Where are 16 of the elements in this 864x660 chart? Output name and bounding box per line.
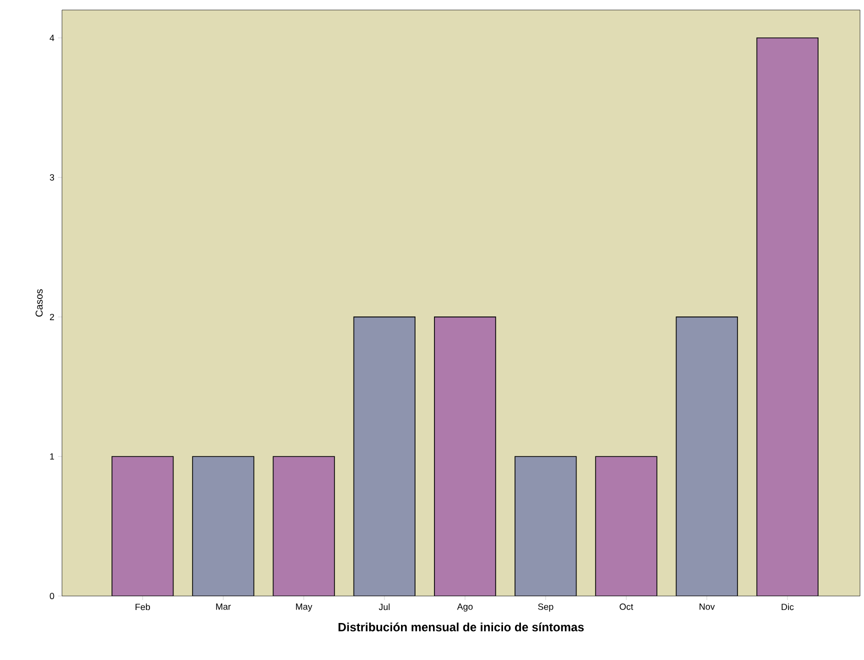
- x-tick-label: May: [296, 604, 312, 612]
- y-tick-label: 3: [50, 174, 54, 181]
- x-tick-label: Sep: [538, 604, 554, 612]
- y-tick-label: 0: [50, 592, 54, 600]
- x-tick-label: Nov: [700, 604, 715, 610]
- y-tick-label: 1: [50, 453, 54, 460]
- x-tick-label: Ago: [457, 604, 473, 612]
- y-tick-label: 4: [50, 34, 54, 41]
- x-axis-title: Distribución mensual de inicio de síntomas: [338, 622, 584, 632]
- x-tick-label: Jul: [378, 604, 390, 610]
- x-tick-label: Dic: [782, 604, 794, 610]
- y-tick-label: 2: [50, 314, 54, 320]
- x-tick-label: Oct: [620, 604, 634, 610]
- x-tick-label: Mar: [216, 604, 231, 610]
- y-axis-title: Casos: [36, 289, 43, 317]
- x-tick-label: Feb: [136, 604, 150, 610]
